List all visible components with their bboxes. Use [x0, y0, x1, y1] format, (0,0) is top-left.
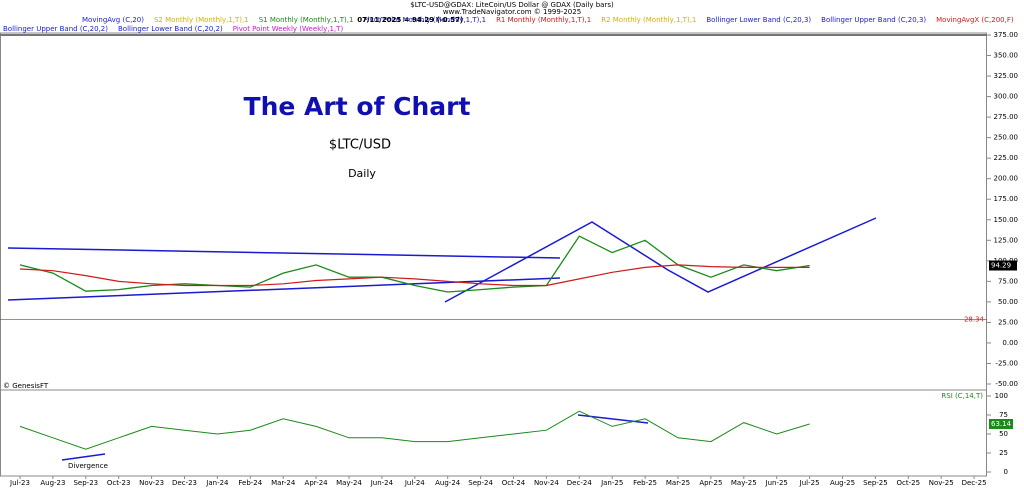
y-tick-label: 325.00 — [994, 72, 1019, 80]
x-tick-label: Jun-25 — [765, 479, 788, 487]
rsi-last-label: 63.14 — [991, 420, 1012, 428]
x-tick-label: Dec-23 — [172, 479, 197, 487]
legend-entry: S2 Monthly (Monthly,1,T),1 — [154, 16, 249, 24]
x-tick-label: Jan-24 — [205, 479, 229, 487]
rsi-tick-label: 0 — [1004, 468, 1008, 476]
legend-entry: Bollinger Upper Band (C,20,2) — [3, 25, 108, 33]
last-value-label: 94.29 — [991, 262, 1011, 270]
x-tick-label: Dec-25 — [962, 479, 987, 487]
x-tick-label: Dec-24 — [567, 479, 593, 487]
legend-entry: Pivot Point Monthly (Monthly,1,T),1 — [363, 16, 486, 24]
period: Daily — [348, 167, 376, 180]
rsi-line — [19, 410, 810, 450]
x-tick-label: Aug-23 — [40, 479, 65, 487]
x-tick-label: Nov-23 — [139, 479, 164, 487]
y-tick-label: 275.00 — [994, 113, 1019, 121]
legend-entry: R2 Monthly (Monthly,1,T),1 — [601, 16, 696, 24]
x-tick-label: Aug-24 — [435, 479, 461, 487]
x-tick-label: Jul-24 — [404, 479, 425, 487]
symbol: $LTC/USD — [329, 138, 391, 153]
x-tick-label: May-25 — [731, 479, 757, 487]
legend-entry: Bollinger Lower Band (C,20,2) — [118, 25, 223, 33]
x-tick-label: Aug-25 — [830, 479, 855, 487]
x-tick-label: Apr-24 — [305, 479, 329, 487]
divergence-line — [61, 453, 106, 461]
y-tick-label: 225.00 — [994, 154, 1019, 162]
y-tick-label: 50.00 — [998, 298, 1018, 306]
legend-entry: R1 Monthly (Monthly,1,T),1 — [496, 16, 591, 24]
x-tick-label: Nov-25 — [929, 479, 954, 487]
trend-line — [7, 247, 561, 259]
trend-line — [7, 277, 561, 301]
price-line — [19, 264, 810, 287]
x-tick-label: Oct-25 — [897, 479, 921, 487]
legend-entry: Bollinger Upper Band (C,20,3) — [821, 16, 926, 24]
y-tick-label: 175.00 — [994, 195, 1019, 203]
legend-entry: Bollinger Lower Band (C,20,3) — [706, 16, 811, 24]
credit: © GenesisFT — [3, 382, 49, 390]
rsi-tick-label: 25 — [999, 449, 1008, 457]
x-tick-label: Oct-23 — [107, 479, 131, 487]
x-tick-label: Feb-25 — [633, 479, 657, 487]
y-tick-label: 300.00 — [994, 93, 1019, 101]
x-tick-label: Sep-24 — [468, 479, 493, 487]
legend-entry: MovingAvgX (C,200,F) — [936, 16, 1014, 24]
legend-entry: MovingAvg (C,20) — [82, 16, 144, 24]
rsi-last-box — [989, 419, 1013, 430]
x-tick-label: Nov-24 — [534, 479, 559, 487]
rsi-name: RSI (C,14,T) — [941, 392, 983, 400]
y-tick-label: 250.00 — [994, 134, 1019, 142]
y-tick-label: 150.00 — [994, 216, 1019, 224]
y-tick-label: 375.00 — [994, 31, 1019, 39]
divergence-label: Divergence — [68, 462, 108, 470]
y-tick-label: 0.00 — [1002, 339, 1018, 347]
y-tick-label: 25.00 — [998, 318, 1018, 326]
legend-entry: S1 Monthly (Monthly,1,T),1 — [259, 16, 354, 24]
x-tick-label: Feb-24 — [238, 479, 262, 487]
chart-title: $LTC-USD@GDAX: LiteCoin/US Dollar @ GDAX… — [410, 1, 614, 9]
y-tick-label: 350.00 — [994, 52, 1019, 60]
x-tick-label: Mar-25 — [666, 479, 690, 487]
y-tick-label: 75.00 — [998, 277, 1018, 285]
y-tick-label: -50.00 — [995, 380, 1018, 388]
y-tick-label: -25.00 — [995, 359, 1018, 367]
rsi-tick-label: 75 — [999, 411, 1008, 419]
last-value-box — [989, 260, 1017, 271]
last-value: 07/11/2025 = 94.29 (-0.57) — [357, 16, 463, 24]
x-tick-label: Jan-25 — [600, 479, 623, 487]
subtitle: www.TradeNavigator.com © 1999-2025 — [443, 8, 581, 16]
x-tick-label: Jul-23 — [9, 479, 30, 487]
x-tick-label: Sep-23 — [73, 479, 98, 487]
rsi-tick-label: 100 — [995, 392, 1008, 400]
x-tick-label: Oct-24 — [502, 479, 526, 487]
rsi-tick-label: 50 — [999, 430, 1008, 438]
x-tick-label: Apr-25 — [699, 479, 722, 487]
x-tick-label: Jul-25 — [799, 479, 820, 487]
reference-label: 28.34 — [964, 316, 985, 324]
y-tick-label: 200.00 — [994, 175, 1019, 183]
x-tick-label: May-24 — [336, 479, 362, 487]
headline: The Art of Chart — [244, 92, 471, 121]
x-tick-label: Jun-24 — [370, 479, 394, 487]
x-tick-label: Sep-25 — [863, 479, 888, 487]
legend-entry: Pivot Point Weekly (Weekly,1,T) — [233, 25, 344, 33]
x-tick-label: Mar-24 — [271, 479, 296, 487]
y-tick-label: 125.00 — [994, 236, 1019, 244]
